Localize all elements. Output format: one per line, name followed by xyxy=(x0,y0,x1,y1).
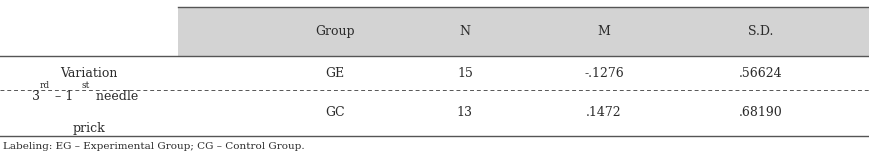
Text: Group: Group xyxy=(315,25,355,38)
Text: .68190: .68190 xyxy=(739,106,782,119)
Text: needle: needle xyxy=(92,90,139,103)
Text: N: N xyxy=(460,25,470,38)
Text: Variation: Variation xyxy=(60,67,118,80)
Text: GC: GC xyxy=(325,106,344,119)
Text: rd: rd xyxy=(40,81,50,90)
Text: st: st xyxy=(82,81,90,90)
Text: S.D.: S.D. xyxy=(747,25,773,38)
Text: .56624: .56624 xyxy=(739,67,782,80)
Text: Labeling: EG – Experimental Group; CG – Control Group.: Labeling: EG – Experimental Group; CG – … xyxy=(3,142,304,151)
Text: prick: prick xyxy=(73,122,105,135)
Text: 13: 13 xyxy=(457,106,473,119)
Text: GE: GE xyxy=(325,67,344,80)
Text: – 1: – 1 xyxy=(50,90,73,103)
Text: M: M xyxy=(598,25,610,38)
Text: -.1276: -.1276 xyxy=(584,67,624,80)
Text: .1472: .1472 xyxy=(587,106,621,119)
Text: 3: 3 xyxy=(32,90,40,103)
FancyBboxPatch shape xyxy=(178,7,869,56)
Text: 15: 15 xyxy=(457,67,473,80)
